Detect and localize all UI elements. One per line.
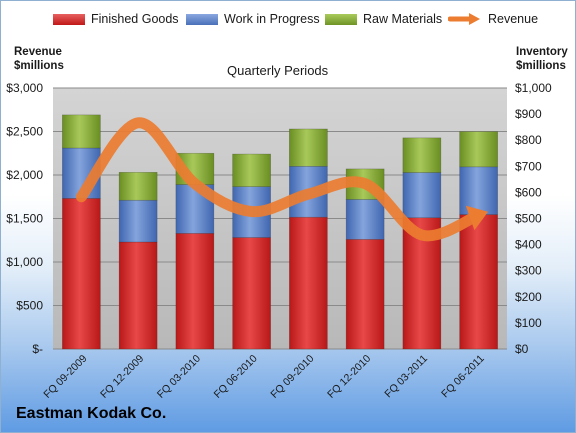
legend-swatch-raw-materials	[325, 13, 357, 25]
right-axis-tick-label: $1,000	[515, 81, 552, 95]
company-name: Eastman Kodak Co.	[16, 405, 167, 422]
bar-raw-materials	[402, 137, 442, 173]
bar-finished-goods	[289, 216, 328, 350]
revenue-line	[75, 117, 485, 242]
bar-finished-goods	[232, 237, 271, 350]
legend-swatch-finished-goods	[53, 13, 85, 25]
left-axis-tick-label: $500	[16, 299, 43, 313]
right-axis-tick-label: $500	[515, 212, 542, 226]
left-axis-tick-label: $1,500	[6, 212, 43, 226]
chart-title: Quarterly Periods	[227, 63, 329, 78]
revenue-arrowhead	[465, 205, 489, 231]
category-label: FQ 12-2009	[98, 353, 146, 401]
legend-item-finished-goods: Finished Goods	[53, 11, 179, 27]
legend-item-revenue: Revenue	[448, 11, 538, 27]
legend-label-raw-materials: Raw Materials	[363, 12, 443, 26]
bar-raw-materials	[62, 114, 101, 149]
bar-raw-materials	[118, 172, 158, 201]
left-axis-tick-label: $1,000	[6, 255, 43, 269]
right-axis-title-line-1: Inventory	[516, 46, 568, 58]
left-axis-tick-label: $-	[32, 342, 43, 356]
category-label: FQ 06-2010	[212, 353, 260, 401]
right-axis-tick-label: $100	[515, 316, 542, 330]
legend-label-revenue: Revenue	[488, 12, 539, 26]
bar-finished-goods	[345, 239, 385, 350]
right-axis-tick-label: $600	[515, 185, 542, 199]
category-label: FQ 09-2010	[268, 353, 316, 401]
bar-work-in-progress	[459, 166, 498, 215]
legend-label-work-in-progress: Work in Progress	[224, 12, 320, 26]
bar-finished-goods	[118, 241, 158, 350]
legend-item-raw-materials: Raw Materials	[325, 11, 442, 27]
right-axis-tick-label: $800	[515, 133, 542, 147]
right-axis-tick-label: $400	[515, 238, 542, 252]
bar-raw-materials	[232, 153, 271, 187]
legend-swatch-work-in-progress	[186, 13, 218, 25]
left-axis-tick-label: $2,000	[6, 168, 43, 182]
bar-work-in-progress	[345, 199, 385, 240]
left-axis-title-line-2: $millions	[14, 60, 64, 72]
category-label: FQ 03-2011	[382, 353, 430, 401]
right-axis-title-line-2: $millions	[516, 60, 566, 72]
right-axis-title: Inventory $millions	[516, 45, 568, 73]
right-axis-tick-label: $0	[515, 342, 529, 356]
left-axis-tick-label: $3,000	[6, 81, 43, 95]
bar-finished-goods	[459, 214, 498, 350]
bar-finished-goods	[175, 233, 215, 350]
bar-raw-materials	[289, 128, 328, 167]
right-axis-tick-label: $300	[515, 264, 542, 278]
legend-label-finished-goods: Finished Goods	[91, 12, 179, 26]
right-axis-tick-label: $200	[515, 290, 542, 304]
left-axis-title: Revenue $millions	[14, 45, 64, 73]
bar-raw-materials	[459, 131, 498, 168]
bar-work-in-progress	[118, 199, 158, 243]
category-label: FQ 06-2011	[439, 353, 487, 401]
category-label: FQ 03-2010	[155, 353, 203, 401]
category-label: FQ 12-2010	[325, 353, 373, 401]
category-label: FQ 09-2009	[41, 353, 89, 401]
right-axis-tick-label: $700	[515, 159, 542, 173]
bar-work-in-progress	[402, 172, 442, 219]
right-axis-tick-label: $900	[515, 107, 542, 121]
left-axis-tick-label: $2,500	[6, 125, 43, 139]
legend-swatch-revenue	[448, 13, 480, 25]
legend-item-work-in-progress: Work in Progress	[186, 11, 320, 27]
left-axis-title-line-1: Revenue	[14, 46, 62, 58]
bar-finished-goods	[62, 198, 101, 350]
